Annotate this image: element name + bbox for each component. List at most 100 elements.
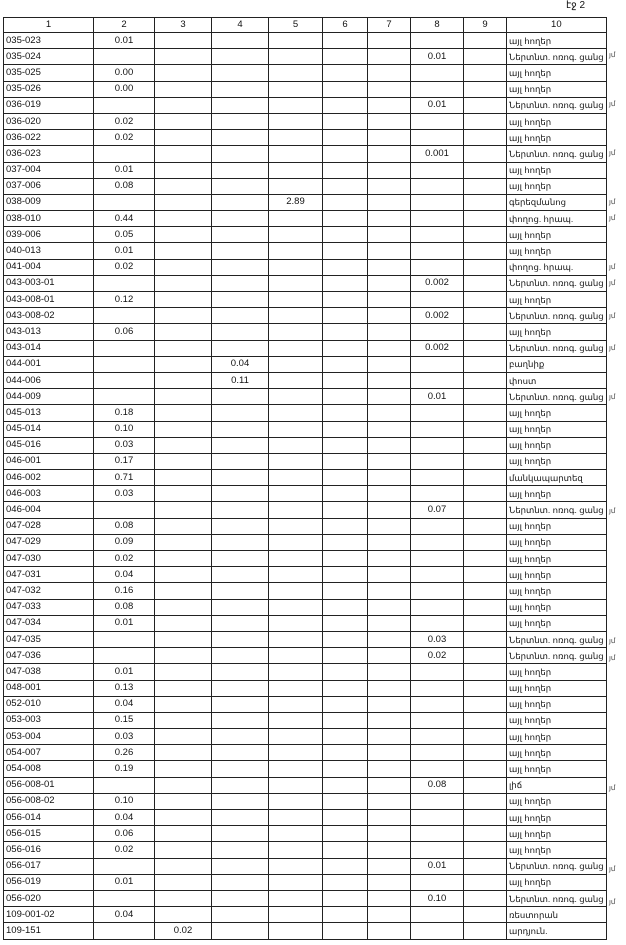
area-cell-col6 <box>322 808 368 827</box>
area-cell-col9 <box>463 323 507 341</box>
area-cell-col9 <box>463 388 507 406</box>
area-cell-col2 <box>93 48 155 66</box>
area-cell-col9 <box>463 242 507 260</box>
parcel-code-cell: 109-001-02 <box>3 906 94 924</box>
area-cell-col6 <box>322 889 368 908</box>
area-cell-col7 <box>367 792 411 811</box>
area-cell-col5 <box>268 808 323 827</box>
parcel-code-cell: 045-016 <box>3 436 94 454</box>
area-cell-col8 <box>410 485 464 503</box>
table-row: 043-013 0.06 այլ հողեր <box>3 323 607 341</box>
area-cell-col6 <box>322 112 368 131</box>
area-cell-col8 <box>410 31 464 50</box>
land-use-cell: այլ հողեր <box>506 485 607 503</box>
land-use-cell: այլ հողեր <box>506 161 607 179</box>
area-cell-col4 <box>211 258 269 276</box>
area-cell-col5 <box>268 517 323 535</box>
parcel-code-cell: 056-016 <box>3 841 94 859</box>
area-cell-col2: 0.04 <box>93 808 155 827</box>
area-cell-col3 <box>154 96 212 114</box>
area-cell-col7 <box>367 258 411 276</box>
area-cell-col2: 0.06 <box>93 825 155 843</box>
area-cell-col3 <box>154 889 212 908</box>
margin-note: յմ <box>609 101 616 109</box>
area-cell-col7 <box>367 339 411 357</box>
area-cell-col5 <box>268 145 323 163</box>
parcel-code-cell: 043-014 <box>3 339 94 357</box>
area-cell-col6 <box>322 404 368 422</box>
table-row: 047-033 0.08 այլ հողեր <box>3 598 607 616</box>
area-cell-col3 <box>154 663 212 681</box>
column-header-6: 6 <box>322 17 368 33</box>
area-cell-col8 <box>410 64 464 82</box>
table-row: 036-020 0.02 այլ հողեր <box>3 112 607 131</box>
area-cell-col6 <box>322 226 368 244</box>
area-cell-col8 <box>410 582 464 600</box>
area-cell-col2 <box>93 355 155 373</box>
area-cell-col5 <box>268 501 323 519</box>
area-cell-col6 <box>322 825 368 843</box>
area-cell-col9 <box>463 355 507 373</box>
area-cell-col6 <box>322 161 368 179</box>
table-row: 038-010 0.44 փողոց. հրապ. <box>3 210 607 228</box>
area-cell-col3 <box>154 906 212 924</box>
margin-note: յմ <box>609 654 616 662</box>
land-use-cell: այլ հողեր <box>506 420 607 438</box>
area-cell-col5 <box>268 889 323 908</box>
area-cell-col3 <box>154 679 212 697</box>
area-cell-col5 <box>268 647 323 665</box>
land-use-cell: Ներտնտ. ոռոգ. ցանց <box>506 647 607 665</box>
area-cell-col4 <box>211 80 269 98</box>
column-header-1: 1 <box>3 17 94 33</box>
area-cell-col2: 0.00 <box>93 80 155 98</box>
table-row: 056-017 0.01 Ներտնտ. ոռոգ. ցանց <box>3 857 607 875</box>
area-cell-col5 <box>268 825 323 843</box>
area-cell-col4 <box>211 857 269 875</box>
margin-note: յմ <box>609 866 616 874</box>
area-cell-col7 <box>367 598 411 616</box>
land-use-cell: այլ հողեր <box>506 614 607 632</box>
column-header-8: 8 <box>410 17 464 33</box>
land-use-cell: այլ հողեր <box>506 598 607 616</box>
area-cell-col4 <box>211 728 269 746</box>
table-row: 053-003 0.15 այլ հողեր <box>3 711 607 730</box>
area-cell-col8 <box>410 420 464 438</box>
area-cell-col3 <box>154 145 212 163</box>
table-row: 035-025 0.00 այլ հողեր <box>3 64 607 82</box>
area-cell-col7 <box>367 129 411 147</box>
area-cell-col3 <box>154 598 212 616</box>
parcel-code-cell: 047-032 <box>3 582 94 600</box>
table-row: 109-001-02 0.04 ռեստորան <box>3 906 607 924</box>
area-cell-col6 <box>322 242 368 260</box>
area-cell-col5 <box>268 404 323 422</box>
table-row: 045-013 0.18 այլ հողեր <box>3 404 607 422</box>
area-cell-col8 <box>410 112 464 131</box>
area-cell-col9 <box>463 404 507 422</box>
area-cell-col4 <box>211 485 269 503</box>
parcel-code-cell: 035-026 <box>3 80 94 98</box>
land-use-cell: Ներտնտ. ոռոգ. ցանց <box>506 145 607 163</box>
table-row: 109-151 0.02 արդյուն. <box>3 922 607 940</box>
area-cell-col7 <box>367 889 411 908</box>
table-row: 047-031 0.04 այլ հողեր <box>3 566 607 584</box>
area-cell-col6 <box>322 193 368 212</box>
area-cell-col5 <box>268 112 323 131</box>
area-cell-col8 <box>410 549 464 568</box>
land-use-cell: այլ հողեր <box>506 760 607 778</box>
area-cell-col4 <box>211 808 269 827</box>
table-row: 043-008-02 0.002 Ներտնտ. ոռոգ. ցանց <box>3 307 607 325</box>
area-cell-col4 <box>211 760 269 778</box>
table-row: 046-004 0.07 Ներտնտ. ոռոգ. ցանց <box>3 501 607 519</box>
area-cell-col9 <box>463 679 507 697</box>
margin-note: յմ <box>609 263 616 271</box>
area-cell-col5 <box>268 679 323 697</box>
area-cell-col6 <box>322 679 368 697</box>
area-cell-col6 <box>322 290 368 309</box>
page-number: էջ 2 <box>566 0 586 11</box>
area-cell-col9 <box>463 598 507 616</box>
parcel-code-cell: 047-038 <box>3 663 94 681</box>
land-use-cell: այլ հողեր <box>506 404 607 422</box>
area-cell-col5 <box>268 841 323 859</box>
area-cell-col5 <box>268 355 323 373</box>
parcel-code-cell: 043-003-01 <box>3 274 94 293</box>
